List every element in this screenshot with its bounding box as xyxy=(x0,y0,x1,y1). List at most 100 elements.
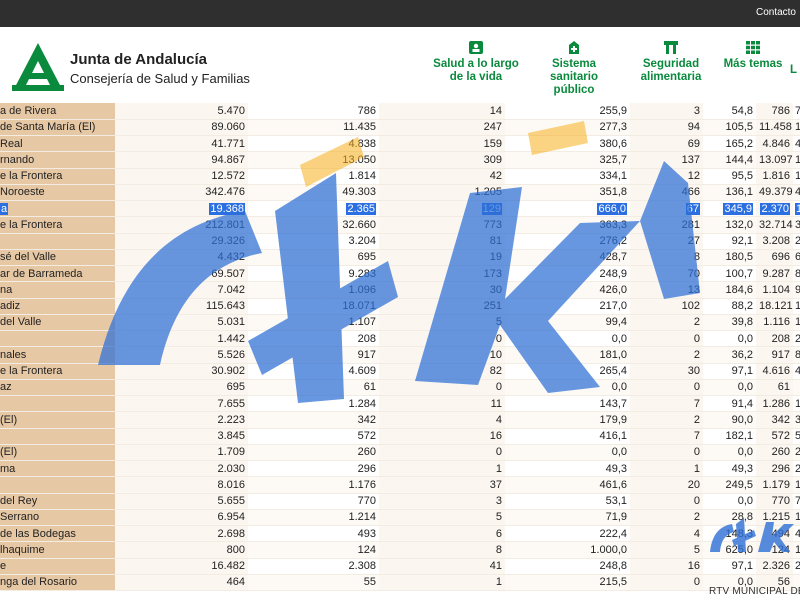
nav-mas-temas[interactable]: Más temas xyxy=(722,27,784,103)
municipality-cell: adiz xyxy=(0,298,115,315)
cell-text: 81 xyxy=(489,235,502,248)
table-row[interactable]: de las Bodegas 2.698 493 6 222,4 4 148,3 494 4 xyxy=(0,525,800,543)
cell-text: 4.609 xyxy=(348,365,376,378)
value-cell: 325,7 xyxy=(505,151,630,169)
table-row-selected[interactable]: a 19.368 2.365 129 666,0 67 345,9 2.370 1.9 xyxy=(0,200,800,218)
value-cell: 137 xyxy=(630,151,703,169)
value-cell: 10. xyxy=(793,119,800,137)
cell-text: 2.223 xyxy=(217,413,245,426)
value-cell: 7.042 xyxy=(115,281,248,299)
cell-text: de las Bodegas xyxy=(0,527,76,540)
table-row[interactable]: ma 2.030 296 1 49,3 1 49,3 296 2 xyxy=(0,460,800,478)
cell-text: 19 xyxy=(489,251,502,264)
cell-text: 1.0 xyxy=(795,316,800,328)
table-row[interactable]: 3.845 572 16 416,1 7 182,1 572 5 xyxy=(0,428,800,445)
cell-text: 19.368 xyxy=(209,202,245,215)
table-row[interactable]: e 16.482 2.308 41 248,8 16 97,1 2.326 2.1 xyxy=(0,558,800,575)
cell-text: 5.655 xyxy=(217,495,245,508)
table-row[interactable]: Real 41.771 4.838 159 380,6 69 165,2 4.846 4.3 xyxy=(0,135,800,153)
value-cell: 0,0 xyxy=(703,574,756,592)
andalucia-a-logo-icon[interactable] xyxy=(12,41,64,91)
table-row[interactable]: adiz 115.643 18.071 251 217,0 102 88,2 18.12116… xyxy=(0,298,800,315)
value-cell: 49,3 xyxy=(703,460,756,478)
table-row[interactable]: rnando 94.867 13.050 309 325,7 137 144,4 13.097… xyxy=(0,151,800,169)
value-cell: 2.698 xyxy=(115,525,248,543)
cell-text: 1.107 xyxy=(348,316,376,329)
table-row[interactable]: Noroeste 342.476 49.303 1.205 351,8 466 136,1 4… xyxy=(0,184,800,202)
table-row[interactable]: nales 5.526 917 10 181,0 2 36,2 917 8 xyxy=(0,346,800,364)
table-row[interactable]: a de Rivera 5.470 786 14 255,9 3 54,8 786 7 xyxy=(0,103,800,120)
value-cell: 4.616 xyxy=(756,363,793,380)
value-cell: 28,8 xyxy=(703,509,756,527)
table-row[interactable]: e la Frontera 12.572 1.814 42 334,1 12 95,5 1.8… xyxy=(0,168,800,185)
brand-title[interactable]: Junta de Andalucía xyxy=(70,51,207,68)
table-row[interactable]: e la Frontera 212.801 32.660 773 363,3 281 132… xyxy=(0,216,800,234)
contact-link[interactable]: Contacto xyxy=(755,7,796,18)
table-row[interactable]: Serrano 6.954 1.214 5 71,9 2 28,8 1.215 1.1 xyxy=(0,509,800,527)
cell-text: 181,0 xyxy=(599,348,627,361)
value-cell: 88,2 xyxy=(703,298,756,315)
table-row[interactable]: e la Frontera 30.902 4.609 82 265,4 30 97,1 4.6… xyxy=(0,363,800,380)
table-row[interactable]: lhaquime 800 124 8 1.000,0 5 625,0 124 1 xyxy=(0,541,800,559)
value-cell: 1.104 xyxy=(756,281,793,299)
cell-text: 56 xyxy=(777,576,790,589)
cell-text: 1.286 xyxy=(762,397,790,410)
cell-text: 2 xyxy=(693,413,700,426)
table-row[interactable]: de Santa María (El) 89.060 11.435 247 277,3 9… xyxy=(0,119,800,137)
nav-cut-off[interactable]: L xyxy=(790,27,800,103)
cell-text: 345,9 xyxy=(723,202,753,215)
table-row[interactable]: (El) 2.223 342 4 179,9 2 90,0 342 3 xyxy=(0,411,800,429)
value-cell: 97,1 xyxy=(703,363,756,380)
value-cell: 3.204 xyxy=(248,233,379,250)
cell-text: Real xyxy=(0,137,23,150)
value-cell: 572 xyxy=(756,428,793,445)
value-cell: 7 xyxy=(630,428,703,445)
municipality-cell xyxy=(0,395,115,413)
value-cell: 82 xyxy=(379,363,505,380)
table-row[interactable]: na 7.042 1.096 30 426,0 13 184,6 1.104 9 xyxy=(0,281,800,299)
table-row[interactable]: az 695 61 0 0,0 0 0,0 61 xyxy=(0,379,800,397)
value-cell: 173 xyxy=(379,265,505,283)
table-row[interactable]: 1.442 208 0 0,0 0 0,0 208 2 xyxy=(0,330,800,348)
cell-text: 493 xyxy=(357,527,376,540)
cell-text: 309 xyxy=(483,153,502,166)
cell-text: 7 xyxy=(693,430,700,443)
value-cell: 1.442 xyxy=(115,330,248,348)
table-row[interactable]: del Rey 5.655 770 3 53,1 0 0,0 770 7 xyxy=(0,493,800,510)
cell-text: 4 xyxy=(693,527,700,540)
nav-sistema-sanitario[interactable]: Sistema sanitario público xyxy=(538,27,610,103)
cell-text: 105,5 xyxy=(725,121,753,134)
value-cell: 0,0 xyxy=(703,493,756,510)
cell-text: 6.954 xyxy=(217,511,245,524)
table-row[interactable]: 7.655 1.284 11 143,7 7 91,4 1.286 1.2 xyxy=(0,395,800,413)
table-row[interactable]: ar de Barrameda 69.507 9.283 173 248,9 70 100,… xyxy=(0,265,800,283)
table-body: a de Rivera 5.470 786 14 255,9 3 54,8 786 7 de Sa… xyxy=(0,103,800,592)
value-cell: 5.031 xyxy=(115,314,248,332)
cell-text: 13.097 xyxy=(759,153,793,166)
table-row[interactable]: del Valle 5.031 1.107 5 99,4 2 39,8 1.116 1.0 xyxy=(0,314,800,332)
cell-text: 1.284 xyxy=(348,397,376,410)
value-cell: 2 xyxy=(630,509,703,527)
value-cell: 8 xyxy=(630,249,703,267)
value-cell: 13 xyxy=(630,281,703,299)
nav-salud-vida[interactable]: Salud a lo largo de la vida xyxy=(430,27,522,103)
cell-text: 94 xyxy=(687,121,700,134)
nav-seguridad-alimentaria[interactable]: Seguridad alimentaria xyxy=(634,27,708,103)
value-cell: 115.643 xyxy=(115,298,248,315)
value-cell: 0 xyxy=(379,379,505,397)
cell-text: e xyxy=(0,560,7,573)
table-row[interactable]: nga del Rosario 464 55 1 215,5 0 0,0 56 xyxy=(0,574,800,592)
cell-text: 4.616 xyxy=(762,365,790,378)
table-row[interactable]: sé del Valle 4.432 695 19 428,7 8 180,5 696 6 xyxy=(0,249,800,267)
value-cell: 334,1 xyxy=(505,168,630,185)
cell-text: 428,7 xyxy=(599,251,627,264)
value-cell: 16.482 xyxy=(115,558,248,575)
municipality-cell: Real xyxy=(0,135,115,153)
table-row[interactable]: (El) 1.709 260 0 0,0 0 0,0 260 2 xyxy=(0,444,800,462)
table-row[interactable]: 29.326 3.204 81 276,2 27 92,1 3.208 2.9 xyxy=(0,233,800,250)
table-row[interactable]: 8.016 1.176 37 461,6 20 249,5 1.179 1.0 xyxy=(0,476,800,494)
value-cell: 255,9 xyxy=(505,103,630,120)
cell-text: 773 xyxy=(483,218,502,231)
municipality-cell: nales xyxy=(0,346,115,364)
value-cell: 2.365 xyxy=(248,200,379,218)
